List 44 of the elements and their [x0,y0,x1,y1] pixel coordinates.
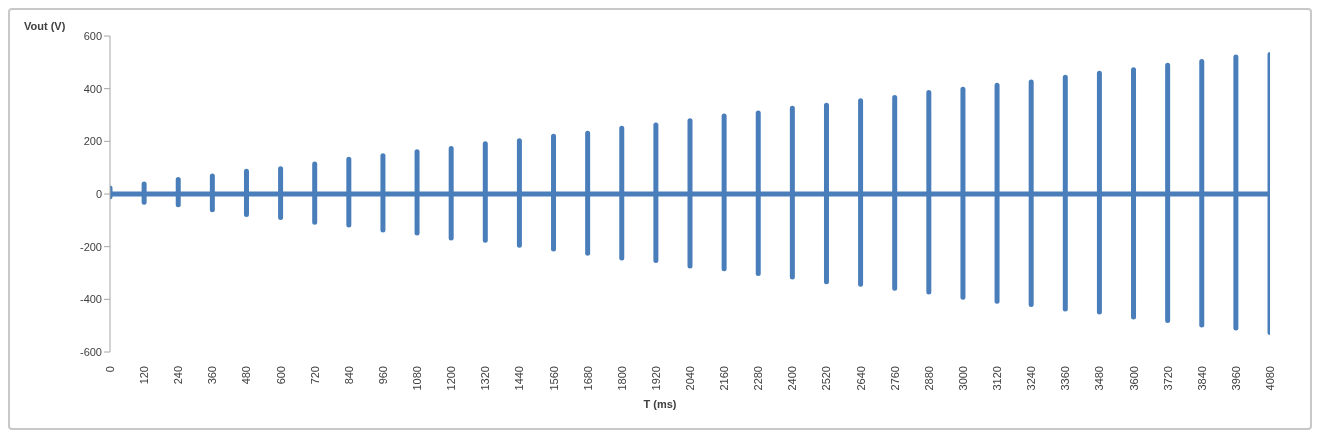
x-tick-label: 4080 [1264,366,1276,391]
x-tick-label: 2640 [854,366,867,391]
x-tick-label: 3840 [1195,366,1208,391]
y-tick-label: -600 [79,345,102,358]
x-tick-label: 1320 [479,366,492,391]
x-tick-label: 2280 [752,366,765,391]
y-tick-label: -200 [79,240,102,253]
x-tick-label: 960 [376,366,389,385]
x-tick-label: 3600 [1127,366,1140,391]
x-tick-label: 1800 [615,366,628,391]
x-tick-label: 1920 [649,366,662,391]
x-tick-label: 240 [172,366,185,385]
x-tick-label: 1080 [411,366,424,391]
x-tick-label: 3960 [1229,366,1242,391]
y-tick-label: -400 [79,293,102,306]
x-tick-label: 1560 [547,366,560,391]
y-tick-label: 400 [83,82,102,95]
x-tick-label: 840 [342,366,355,385]
x-tick-label: 2760 [888,366,901,391]
x-tick-label: 2160 [718,366,731,391]
x-tick-label: 1680 [581,366,594,391]
x-tick-label: 3120 [991,366,1004,391]
x-tick-label: 120 [138,366,151,385]
x-tick-label: 2040 [684,366,696,391]
x-tick-label: 3720 [1161,366,1174,391]
x-tick-label: 1440 [513,366,526,391]
x-tick-label: 3000 [956,366,969,391]
x-tick-label: 1200 [445,366,458,391]
x-tick-label: 2520 [820,366,833,391]
x-tick-label: 3480 [1093,366,1106,391]
x-tick-label: 3360 [1059,366,1072,391]
x-tick-label: 3240 [1025,366,1038,391]
x-tick-label: 720 [308,366,321,385]
y-tick-label: 0 [95,187,102,200]
x-tick-label: 360 [206,366,219,385]
x-tick-label: 2400 [786,366,799,391]
x-tick-label: 600 [274,366,287,385]
x-tick-label: 480 [240,366,253,385]
y-axis-title: Vout (V) [24,20,66,32]
x-tick-label: 2880 [922,366,935,391]
x-tick-label: 0 [104,366,116,373]
y-tick-label: 200 [83,135,102,148]
x-axis-title: T (ms) [642,398,678,410]
y-tick-label: 600 [83,29,102,42]
